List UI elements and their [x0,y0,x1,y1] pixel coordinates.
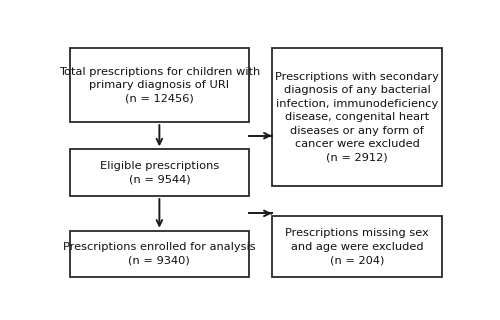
Text: (n = 204): (n = 204) [330,255,384,265]
Text: Prescriptions missing sex: Prescriptions missing sex [285,228,429,238]
Text: disease, congenital heart: disease, congenital heart [285,112,429,122]
Text: (n = 9544): (n = 9544) [128,174,190,184]
Text: Eligible prescriptions: Eligible prescriptions [100,161,219,171]
FancyBboxPatch shape [70,48,248,122]
Text: Prescriptions with secondary: Prescriptions with secondary [275,72,439,82]
Text: infection, immunodeficiency: infection, immunodeficiency [276,99,438,109]
Text: (n = 2912): (n = 2912) [326,153,388,163]
Text: Total prescriptions for children with: Total prescriptions for children with [59,67,260,77]
FancyBboxPatch shape [272,48,442,186]
Text: primary diagnosis of URI: primary diagnosis of URI [90,80,230,90]
Text: (n = 12456): (n = 12456) [125,94,194,104]
Text: (n = 9340): (n = 9340) [128,256,190,266]
FancyBboxPatch shape [70,149,248,196]
Text: cancer were excluded: cancer were excluded [294,139,420,149]
FancyBboxPatch shape [272,216,442,277]
FancyBboxPatch shape [70,231,248,277]
Text: and age were excluded: and age were excluded [290,242,424,252]
Text: diseases or any form of: diseases or any form of [290,126,424,136]
Text: Prescriptions enrolled for analysis: Prescriptions enrolled for analysis [63,242,256,252]
Text: diagnosis of any bacterial: diagnosis of any bacterial [284,85,430,95]
